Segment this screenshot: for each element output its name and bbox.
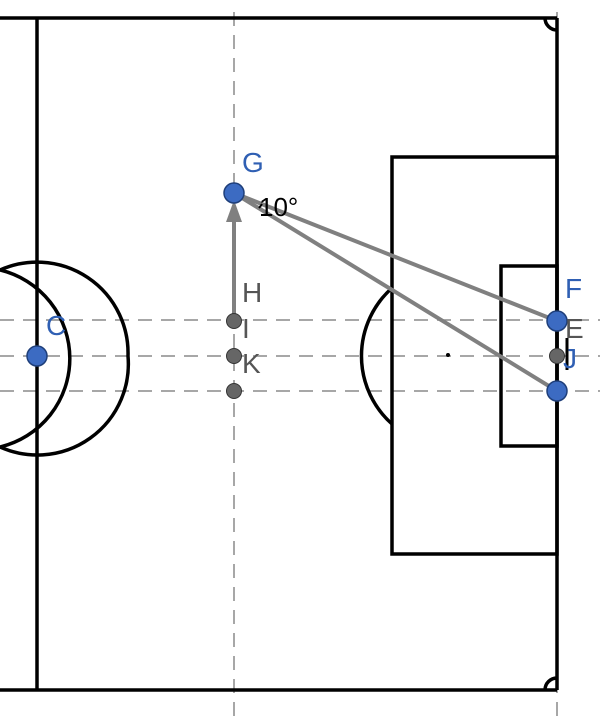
ray-g-f: [232, 191, 559, 323]
center-circle-left: [0, 268, 72, 449]
point-k[interactable]: [226, 383, 242, 399]
label-e: E: [565, 313, 584, 344]
label-h: H: [242, 277, 262, 308]
point-h[interactable]: [226, 313, 242, 329]
label-j: J: [563, 343, 577, 374]
point-e[interactable]: [549, 348, 565, 364]
point-labels: C G F J H I K E 10°: [46, 147, 584, 379]
point-f[interactable]: [546, 310, 568, 332]
field-markings: [0, 16, 559, 692]
corner-arc-bottom: [543, 676, 558, 691]
label-f: F: [565, 273, 582, 304]
penalty-arc: [359, 286, 394, 426]
point-i[interactable]: [226, 348, 242, 364]
angle-rays: [232, 191, 559, 393]
penalty-spot: [446, 353, 450, 357]
point-g[interactable]: [223, 182, 245, 204]
label-k: K: [242, 348, 261, 379]
points: [26, 182, 568, 402]
corner-arc-top: [543, 17, 558, 32]
point-j[interactable]: [546, 380, 568, 402]
arrow-head: [226, 200, 242, 222]
point-c[interactable]: [26, 345, 48, 367]
label-c: C: [46, 310, 66, 341]
angle-label: 10°: [259, 192, 298, 222]
ray-g-j: [232, 191, 559, 393]
angle-arc: [258, 203, 263, 209]
arrow-h-to-g: [226, 200, 242, 318]
center-circle: [0, 260, 131, 457]
label-g: G: [242, 147, 264, 178]
label-i: I: [242, 313, 250, 344]
